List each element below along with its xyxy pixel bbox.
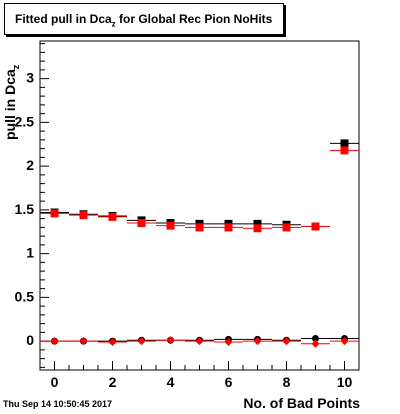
axes: 0 0.5 1 1.5 2 2.5 3 0 2 4 6 8 10 <box>15 43 360 390</box>
data-point-diamond <box>108 338 117 346</box>
y-tick-label: 0 <box>26 332 34 348</box>
x-tick-label: 6 <box>225 374 233 390</box>
chart-title-subscript: z <box>111 19 116 29</box>
data-point-square <box>282 223 291 232</box>
data-point-square <box>224 223 233 232</box>
data-point-square <box>253 219 262 228</box>
data-marks <box>40 139 359 348</box>
y-axis-label-main: pull in Dca <box>2 69 18 140</box>
chart-title: Fitted pull in Dcaz for Global Rec Pion … <box>15 12 272 28</box>
y-tick-label: 2 <box>26 157 34 173</box>
y-tick-label: 3 <box>26 70 34 86</box>
y-tick-label: 2.5 <box>15 113 35 129</box>
data-point-diamond <box>79 337 88 346</box>
data-point-square <box>340 146 349 155</box>
x-tick-label: 2 <box>109 374 117 390</box>
x-tick-label: 0 <box>51 374 59 390</box>
data-point-square <box>108 212 117 221</box>
data-point-square <box>137 219 146 227</box>
x-tick-label: 4 <box>167 374 175 390</box>
x-tick-label: 10 <box>337 374 353 390</box>
y-axis-label: pull in Dcaz <box>2 20 22 140</box>
x-axis-label: No. of Bad Points <box>243 395 360 411</box>
data-point-diamond <box>253 337 262 346</box>
y-tick-label: 0.5 <box>15 288 35 304</box>
title-box: Fitted pull in Dcaz for Global Rec Pion … <box>4 3 284 35</box>
data-point-diamond <box>282 337 291 346</box>
data-point-square <box>340 139 349 148</box>
data-point-square <box>50 209 59 218</box>
y-tick-label: 1.5 <box>15 201 35 217</box>
data-point-square <box>195 223 204 232</box>
data-point-diamond <box>340 337 349 346</box>
data-point-square <box>79 211 88 220</box>
data-point-diamond <box>137 337 146 346</box>
timestamp: Thu Sep 14 10:50:45 2017 <box>3 399 113 409</box>
data-point-circle <box>312 335 319 342</box>
data-point-diamond <box>311 339 320 348</box>
data-point-diamond <box>195 337 204 346</box>
y-tick-label: 1 <box>26 245 34 261</box>
data-point-diamond <box>166 336 175 345</box>
chart-title-main: Fitted pull in Dca <box>15 12 112 26</box>
plot-frame <box>39 40 360 371</box>
chart-title-rest: for Global Rec Pion NoHits <box>115 12 273 26</box>
y-axis-label-subscript: z <box>10 64 21 70</box>
data-point-square <box>253 224 262 233</box>
data-point-diamond <box>224 338 233 346</box>
data-point-diamond <box>50 337 59 346</box>
data-point-square <box>311 222 320 231</box>
data-point-square <box>166 221 175 230</box>
x-tick-label: 8 <box>283 374 291 390</box>
